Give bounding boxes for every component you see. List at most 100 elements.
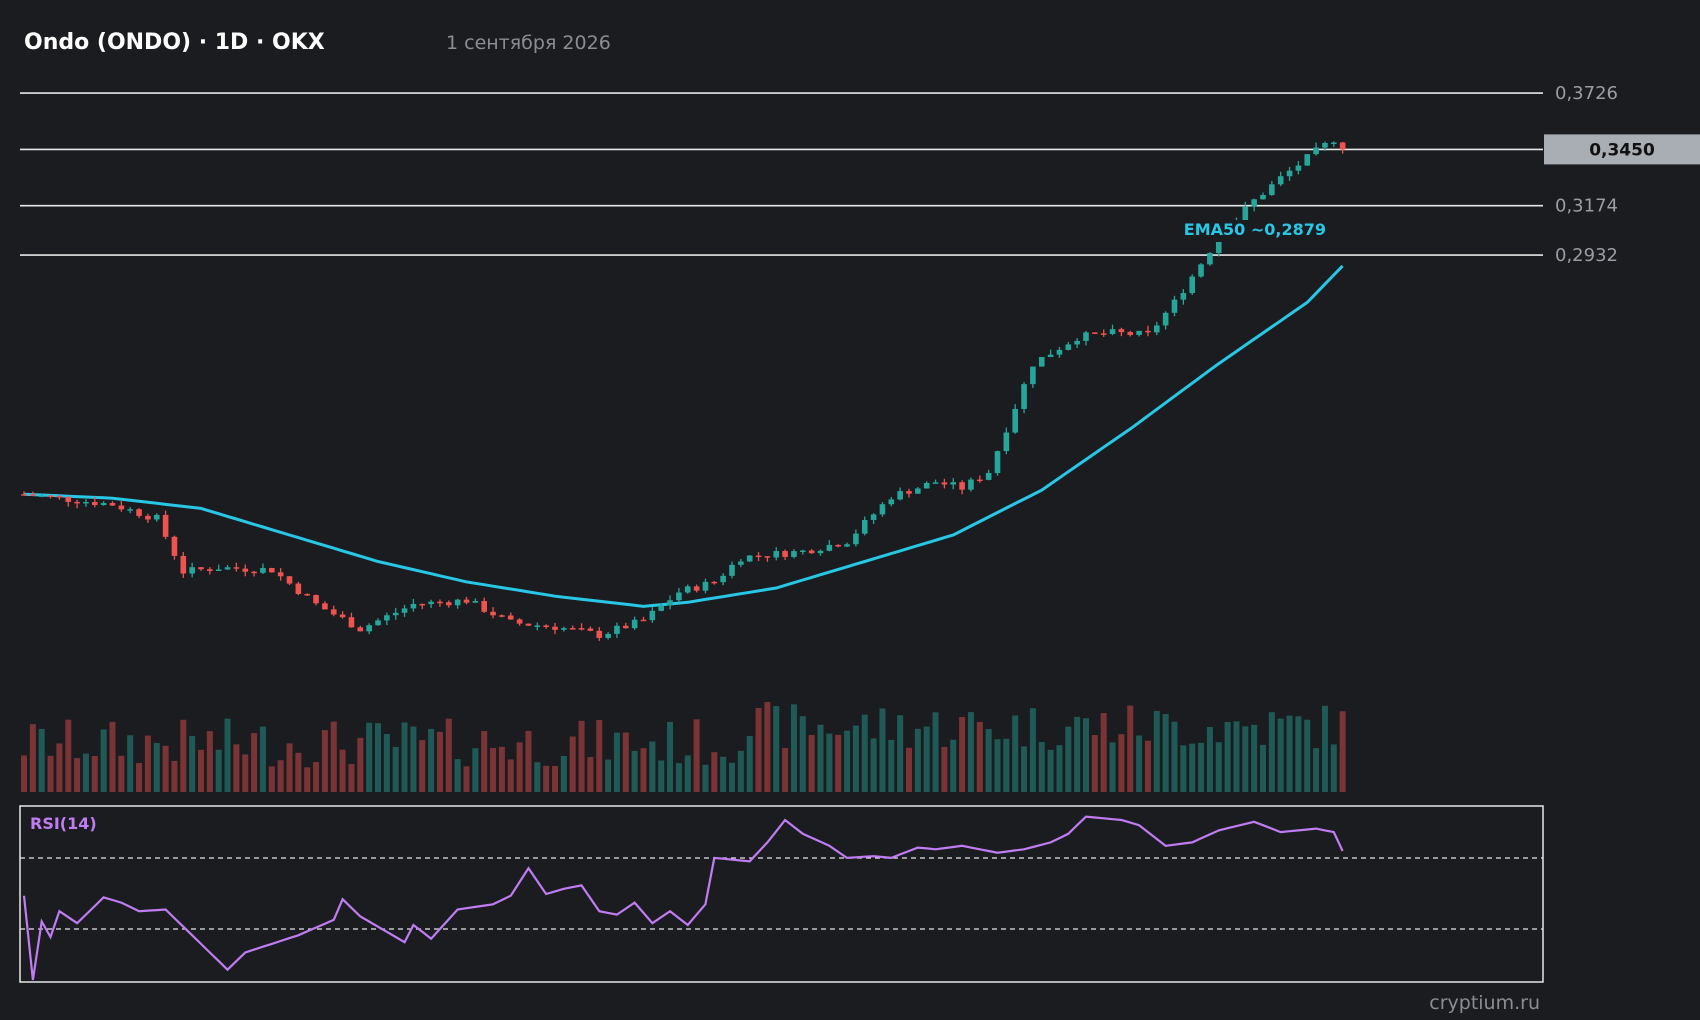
- volume-bar-137: [1233, 721, 1240, 792]
- volume-bar-123: [1109, 742, 1116, 792]
- candle-78: [711, 581, 718, 585]
- volume-bar-144: [1295, 716, 1302, 792]
- candles: [21, 141, 1346, 641]
- volume-bar-53: [490, 747, 497, 792]
- candle-61: [561, 626, 567, 632]
- candle-125: [1127, 330, 1134, 337]
- volume-bar-112: [1012, 715, 1019, 792]
- volume-bar-55: [507, 759, 514, 792]
- candle-82: [746, 555, 753, 562]
- level-label-0: 0,3726: [1555, 83, 1618, 104]
- volume-bar-136: [1224, 721, 1231, 792]
- candle-56: [516, 618, 523, 626]
- volume-bar-110: [994, 739, 1001, 792]
- volume-bar-99: [897, 715, 904, 792]
- candle-88: [800, 549, 806, 555]
- candle-54: [499, 614, 505, 618]
- candle-59: [543, 624, 549, 629]
- candle-145: [1304, 154, 1311, 167]
- candle-29: [277, 568, 284, 581]
- candle-42: [392, 607, 399, 620]
- volume-bar-115: [1038, 742, 1045, 792]
- candle-87: [791, 549, 797, 559]
- volume-bar-14: [144, 735, 151, 792]
- candle-133: [1198, 263, 1204, 278]
- volume-bar-148: [1330, 744, 1337, 792]
- volume-bar-114: [1029, 708, 1036, 792]
- candle-20: [198, 567, 204, 571]
- volume-bar-138: [1242, 726, 1249, 792]
- candle-117: [1056, 347, 1063, 358]
- candle-93: [844, 542, 850, 548]
- candle-31: [295, 581, 302, 596]
- candle-18: [180, 552, 187, 578]
- volume-bar-39: [366, 722, 373, 792]
- volume-bar-82: [746, 735, 753, 792]
- candle-43: [401, 604, 408, 617]
- volume-bar-19: [189, 735, 196, 792]
- volume-bar-22: [215, 749, 222, 792]
- candle-48: [446, 600, 452, 608]
- candle-132: [1189, 274, 1195, 296]
- candle-21: [207, 567, 213, 575]
- level-label-1: 0,3174: [1555, 196, 1618, 217]
- volume-bar-26: [251, 733, 258, 792]
- candle-65: [596, 627, 603, 641]
- volume-bar-75: [684, 755, 691, 792]
- volume-bar-15: [153, 743, 160, 792]
- candle-44: [410, 598, 417, 612]
- candle-12: [127, 507, 133, 514]
- chart-date: 1 сентября 2026: [446, 32, 611, 54]
- volume-bar-140: [1260, 744, 1266, 792]
- volume-bar-92: [835, 734, 842, 792]
- volume-bar-147: [1321, 705, 1328, 792]
- volume-bar-12: [127, 735, 134, 792]
- candle-131: [1180, 289, 1187, 305]
- candle-24: [233, 562, 240, 572]
- candle-114: [1030, 366, 1036, 388]
- volume-bar-28: [268, 766, 275, 792]
- volume-bar-18: [180, 719, 187, 792]
- candle-26: [251, 570, 257, 577]
- candle-64: [587, 626, 594, 632]
- volume-bar-5: [65, 719, 72, 792]
- volume-bar-67: [613, 732, 620, 792]
- volume-bar-63: [578, 720, 585, 792]
- volume-bar-57: [525, 730, 532, 792]
- candle-118: [1065, 341, 1072, 351]
- candle-138: [1242, 201, 1249, 223]
- candle-127: [1145, 325, 1151, 337]
- volume-bar-32: [304, 767, 311, 792]
- candle-79: [720, 573, 726, 586]
- candle-67: [614, 622, 620, 638]
- volume-bar-121: [1091, 734, 1098, 792]
- volume-bar-109: [985, 728, 992, 792]
- volume-bar-69: [631, 750, 638, 792]
- candle-105: [950, 478, 957, 490]
- volume-bar-100: [906, 747, 912, 792]
- candle-58: [534, 622, 541, 631]
- candle-115: [1038, 356, 1045, 367]
- candle-80: [729, 561, 735, 579]
- volume-bar-80: [729, 762, 735, 792]
- candle-34: [322, 601, 328, 610]
- candle-143: [1286, 166, 1293, 181]
- volume-bar-91: [826, 733, 833, 792]
- ema50-line: [23, 264, 1344, 608]
- volume-bar-71: [649, 741, 656, 792]
- volume-bar-104: [941, 746, 948, 792]
- candle-89: [808, 549, 815, 554]
- candle-33: [313, 594, 319, 606]
- candle-49: [454, 598, 461, 609]
- candle-101: [915, 487, 921, 494]
- candle-66: [605, 632, 611, 640]
- candle-111: [1003, 427, 1010, 455]
- candle-107: [968, 477, 974, 492]
- candle-126: [1136, 330, 1142, 337]
- volume-bar-43: [401, 722, 408, 792]
- candle-52: [481, 597, 487, 613]
- volume-bar-106: [959, 717, 966, 792]
- volume-bar-116: [1047, 749, 1054, 792]
- candle-94: [853, 529, 859, 547]
- volume-bar-93: [844, 730, 851, 792]
